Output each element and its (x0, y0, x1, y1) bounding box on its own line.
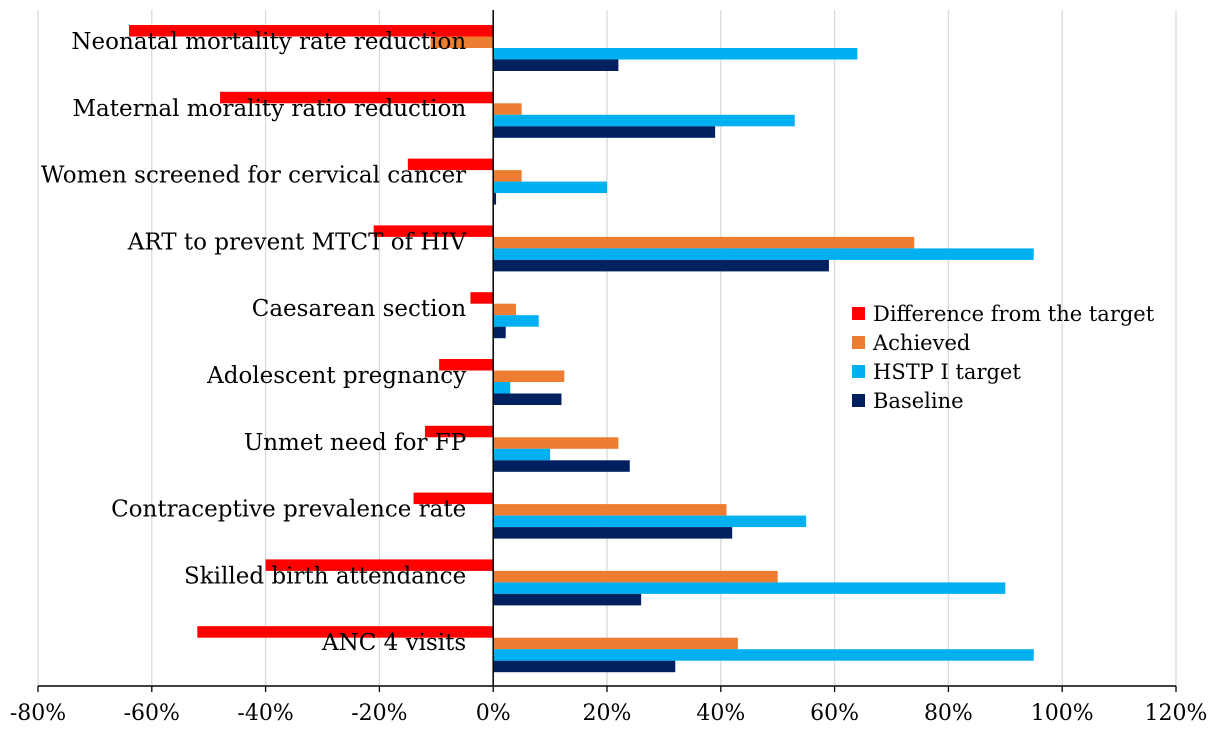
bar-difference-from-the-target (129, 25, 494, 37)
legend-label: Baseline (873, 389, 964, 413)
bar-achieved (493, 303, 516, 316)
bar-hstp-i-target (493, 515, 807, 528)
bar-baseline (493, 193, 497, 205)
category-label: ANC 4 visits (321, 630, 466, 656)
x-tick-label: -20% (351, 701, 407, 726)
bar-achieved (493, 370, 565, 382)
bar-baseline (493, 259, 829, 272)
x-tick-label: -80% (10, 701, 66, 726)
legend-label: Difference from the target (873, 302, 1155, 326)
bar-achieved (493, 637, 738, 650)
bar-baseline (493, 527, 733, 539)
bar-hstp-i-target (493, 649, 1034, 661)
x-tick-label: 120% (1145, 701, 1208, 726)
bars (129, 25, 1034, 673)
bar-hstp-i-target (493, 248, 1034, 260)
bar-baseline (493, 660, 676, 673)
x-tick-label: 40% (696, 701, 745, 726)
category-label: Contraceptive prevalence rate (111, 497, 466, 523)
bar-hstp-i-target (493, 48, 858, 60)
bar-baseline (493, 593, 642, 606)
x-tick-label: 20% (583, 701, 632, 726)
x-tick-label: -40% (237, 701, 293, 726)
bar-difference-from-the-target (424, 425, 494, 438)
bar-achieved (493, 170, 522, 182)
bar-hstp-i-target (493, 181, 607, 194)
category-label: Skilled birth attendance (184, 563, 466, 589)
bar-difference-from-the-target (197, 626, 494, 638)
bar-hstp-i-target (493, 382, 511, 394)
category-label: Unmet need for FP (244, 430, 466, 456)
category-label: Neonatal mortality rate reduction (71, 29, 466, 55)
bar-baseline (493, 59, 619, 71)
bar-difference-from-the-target (470, 292, 494, 304)
bar-baseline (493, 126, 716, 138)
legend-swatch (852, 365, 865, 378)
bar-hstp-i-target (493, 315, 539, 327)
bar-baseline (493, 326, 506, 339)
bar-difference-from-the-target (413, 492, 494, 505)
x-tick-label: 80% (924, 701, 973, 726)
bar-achieved (493, 570, 778, 583)
bar-difference-from-the-target (373, 225, 494, 237)
bar-achieved (493, 504, 727, 516)
x-tick-label: -60% (124, 701, 180, 726)
bar-baseline (493, 393, 562, 405)
bar-achieved (493, 236, 915, 249)
category-label: ART to prevent MTCT of HIV (127, 229, 467, 255)
category-labels: Neonatal mortality rate reduction Materna… (41, 29, 467, 656)
x-tick-label: 60% (810, 701, 859, 726)
bar-baseline (493, 460, 630, 472)
bar-hstp-i-target (493, 114, 795, 127)
legend: Difference from the target Achieved HSTP I… (852, 302, 1155, 413)
bar-difference-from-the-target (439, 359, 494, 371)
x-tick-label: 100% (1031, 701, 1094, 726)
bar-difference-from-the-target (220, 91, 494, 104)
category-label: Adolescent pregnancy (206, 363, 466, 389)
legend-swatch (852, 394, 865, 407)
x-axis: -80% -60% -40% -20% 0% 20% 40% 60% 80% 100% 120% (10, 10, 1208, 726)
x-tick-label: 0% (476, 701, 511, 726)
legend-label: HSTP I target (873, 360, 1021, 384)
legend-label: Achieved (872, 331, 970, 355)
category-label: Maternal morality ratio reduction (73, 96, 467, 122)
bar-hstp-i-target (493, 448, 551, 461)
bar-achieved (430, 36, 494, 48)
category-label: Caesarean section (252, 296, 467, 322)
bar-hstp-i-target (493, 582, 1006, 594)
bar-achieved (493, 437, 619, 449)
category-label: Women screened for cervical cancer (41, 163, 467, 189)
legend-swatch (852, 307, 865, 320)
bar-difference-from-the-target (265, 559, 494, 571)
bar-achieved (493, 103, 522, 115)
legend-swatch (852, 336, 865, 349)
bar-difference-from-the-target (407, 158, 494, 171)
